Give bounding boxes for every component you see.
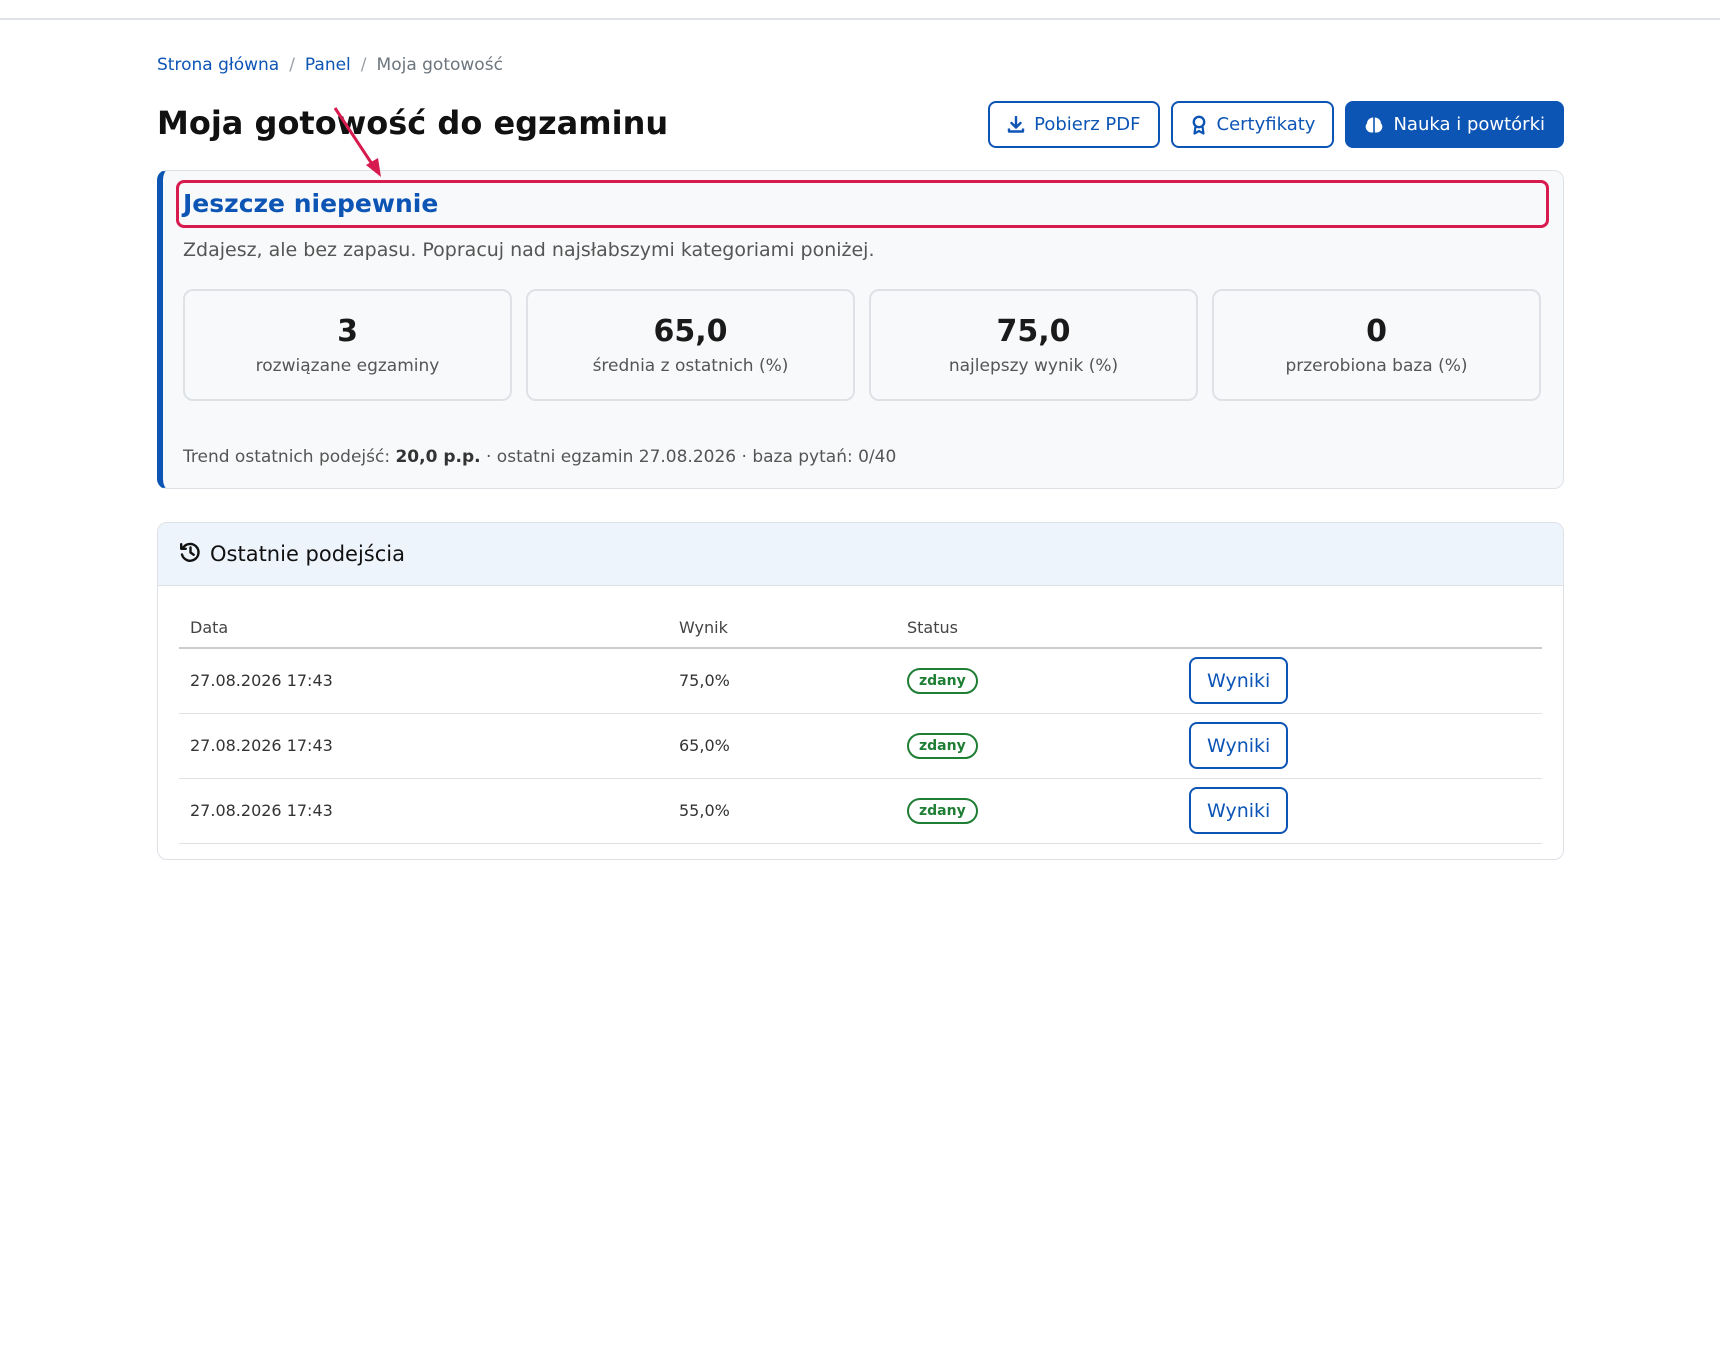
award-icon (1190, 115, 1208, 135)
page-actions: Pobierz PDF Certyfikaty Nauka i powtórki (988, 101, 1564, 148)
history-icon (178, 540, 202, 568)
trend-prefix: Trend ostatnich podejść: (183, 447, 391, 467)
stat-card-bank-coverage: 0 przerobiona baza (%) (1212, 289, 1541, 401)
download-pdf-button[interactable]: Pobierz PDF (988, 101, 1160, 148)
study-label: Nauka i powtórki (1393, 114, 1545, 135)
results-button[interactable]: Wyniki (1189, 787, 1289, 834)
attempts-table: Data Wynik Status 27.08.2026 17:43 75,0%… (179, 608, 1542, 844)
study-button[interactable]: Nauka i powtórki (1345, 101, 1564, 148)
stat-value: 65,0 (653, 314, 728, 349)
readiness-level: Jeszcze niepewnie (183, 189, 439, 218)
table-row: 27.08.2026 17:43 65,0% zdany Wyniki (179, 713, 1542, 779)
recent-attempts-title: Ostatnie podejścia (210, 542, 405, 566)
attempt-date: 27.08.2026 17:43 (179, 713, 668, 779)
results-button[interactable]: Wyniki (1189, 722, 1289, 769)
column-header-actions (1178, 608, 1542, 649)
breadcrumb-separator: / (289, 55, 295, 75)
breadcrumb-home-link[interactable]: Strona główna (157, 55, 280, 75)
table-row: 27.08.2026 17:43 55,0% zdany Wyniki (179, 778, 1542, 844)
certificates-button[interactable]: Certyfikaty (1170, 101, 1335, 148)
breadcrumb-current: Moja gotowość (376, 55, 503, 75)
results-button[interactable]: Wyniki (1189, 657, 1289, 705)
stat-label: najlepszy wynik (%) (948, 356, 1119, 376)
attempt-status-cell: zdany (896, 648, 1178, 714)
attempt-score: 65,0% (668, 713, 896, 779)
stat-label: średnia z ostatnich (%) (592, 356, 789, 376)
brain-icon (1364, 115, 1384, 135)
download-pdf-label: Pobierz PDF (1034, 114, 1141, 135)
readiness-description: Zdajesz, ale bez zapasu. Popracuj nad na… (183, 239, 875, 261)
page-title: Moja gotowość do egzaminu (157, 104, 669, 142)
trend-summary: Trend ostatnich podejść: 20,0 p.p. · ost… (183, 447, 896, 467)
stat-label: przerobiona baza (%) (1285, 356, 1468, 376)
attempt-date: 27.08.2026 17:43 (179, 778, 668, 844)
attempt-action-cell: Wyniki (1178, 713, 1542, 779)
table-header-row: Data Wynik Status (179, 608, 1542, 649)
trend-value: 20,0 p.p. (395, 447, 481, 467)
stats-row: 3 rozwiązane egzaminy 65,0 średnia z ost… (183, 289, 1541, 401)
breadcrumb: Strona główna / Panel / Moja gotowość (157, 55, 503, 75)
status-badge: zdany (907, 667, 978, 694)
status-badge: zdany (907, 732, 978, 759)
attempt-action-cell: Wyniki (1178, 778, 1542, 844)
status-badge: zdany (907, 797, 978, 824)
breadcrumb-panel-link[interactable]: Panel (304, 55, 351, 75)
download-icon (1007, 115, 1025, 134)
top-divider (0, 0, 1720, 20)
stat-card-best-score: 75,0 najlepszy wynik (%) (869, 289, 1198, 401)
stat-card-recent-average: 65,0 średnia z ostatnich (%) (526, 289, 855, 401)
attempt-status-cell: zdany (896, 778, 1178, 844)
recent-attempts-card: Ostatnie podejścia Data Wynik Status 27.… (157, 522, 1564, 860)
table-row: 27.08.2026 17:43 75,0% zdany Wyniki (179, 648, 1542, 714)
trend-suffix: · ostatni egzamin 27.08.2026 · baza pyta… (486, 447, 897, 467)
certificates-label: Certyfikaty (1216, 114, 1316, 135)
attempt-date: 27.08.2026 17:43 (179, 648, 668, 714)
readiness-card: Jeszcze niepewnie Zdajesz, ale bez zapas… (157, 170, 1564, 489)
stat-value: 3 (337, 314, 358, 349)
attempt-status-cell: zdany (896, 713, 1178, 779)
column-header-date: Data (179, 608, 668, 649)
attempt-score: 55,0% (668, 778, 896, 844)
stat-value: 75,0 (996, 314, 1071, 349)
stat-card-exams-solved: 3 rozwiązane egzaminy (183, 289, 512, 401)
column-header-status: Status (896, 608, 1178, 649)
stat-value: 0 (1366, 314, 1387, 349)
attempt-action-cell: Wyniki (1178, 648, 1542, 714)
column-header-score: Wynik (668, 608, 896, 649)
attempt-score: 75,0% (668, 648, 896, 714)
breadcrumb-separator: / (360, 55, 367, 75)
recent-attempts-header: Ostatnie podejścia (158, 523, 1563, 586)
stat-label: rozwiązane egzaminy (255, 356, 440, 376)
